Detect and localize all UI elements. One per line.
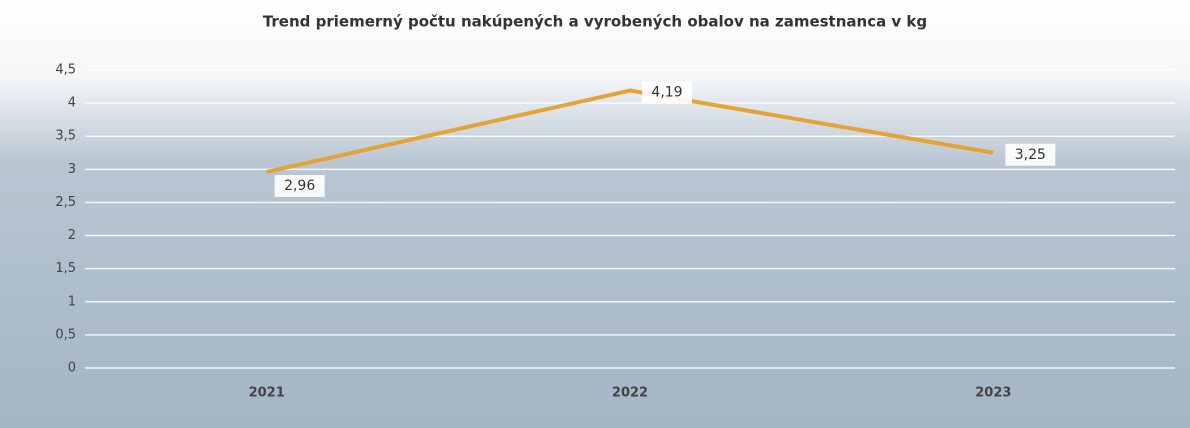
y-tick-label: 4,5 [55,63,76,78]
x-tick-label: 2021 [249,386,285,401]
y-tick-label: 2,5 [55,195,76,210]
data-label: 4,19 [651,85,682,101]
y-tick-label: 2 [68,228,76,243]
data-label-box [274,174,325,197]
y-tick-label: 4 [68,96,76,111]
y-tick-label: 3,5 [55,129,76,144]
x-tick-label: 2022 [612,386,648,401]
chart-title: Trend priemerný počtu nakúpených a vyrob… [263,13,927,31]
y-tick-label: 0 [68,361,76,376]
data-label-box [1005,143,1056,166]
x-tick-label: 2023 [975,386,1011,401]
data-label: 2,96 [284,178,315,194]
data-label-box [642,81,692,104]
y-tick-label: 3 [68,162,76,177]
y-tick-label: 0,5 [55,327,76,342]
line [266,88,994,174]
y-tick-label: 1 [68,294,76,309]
data-label: 3,25 [1015,147,1046,163]
y-tick-label: 1,5 [55,261,76,276]
